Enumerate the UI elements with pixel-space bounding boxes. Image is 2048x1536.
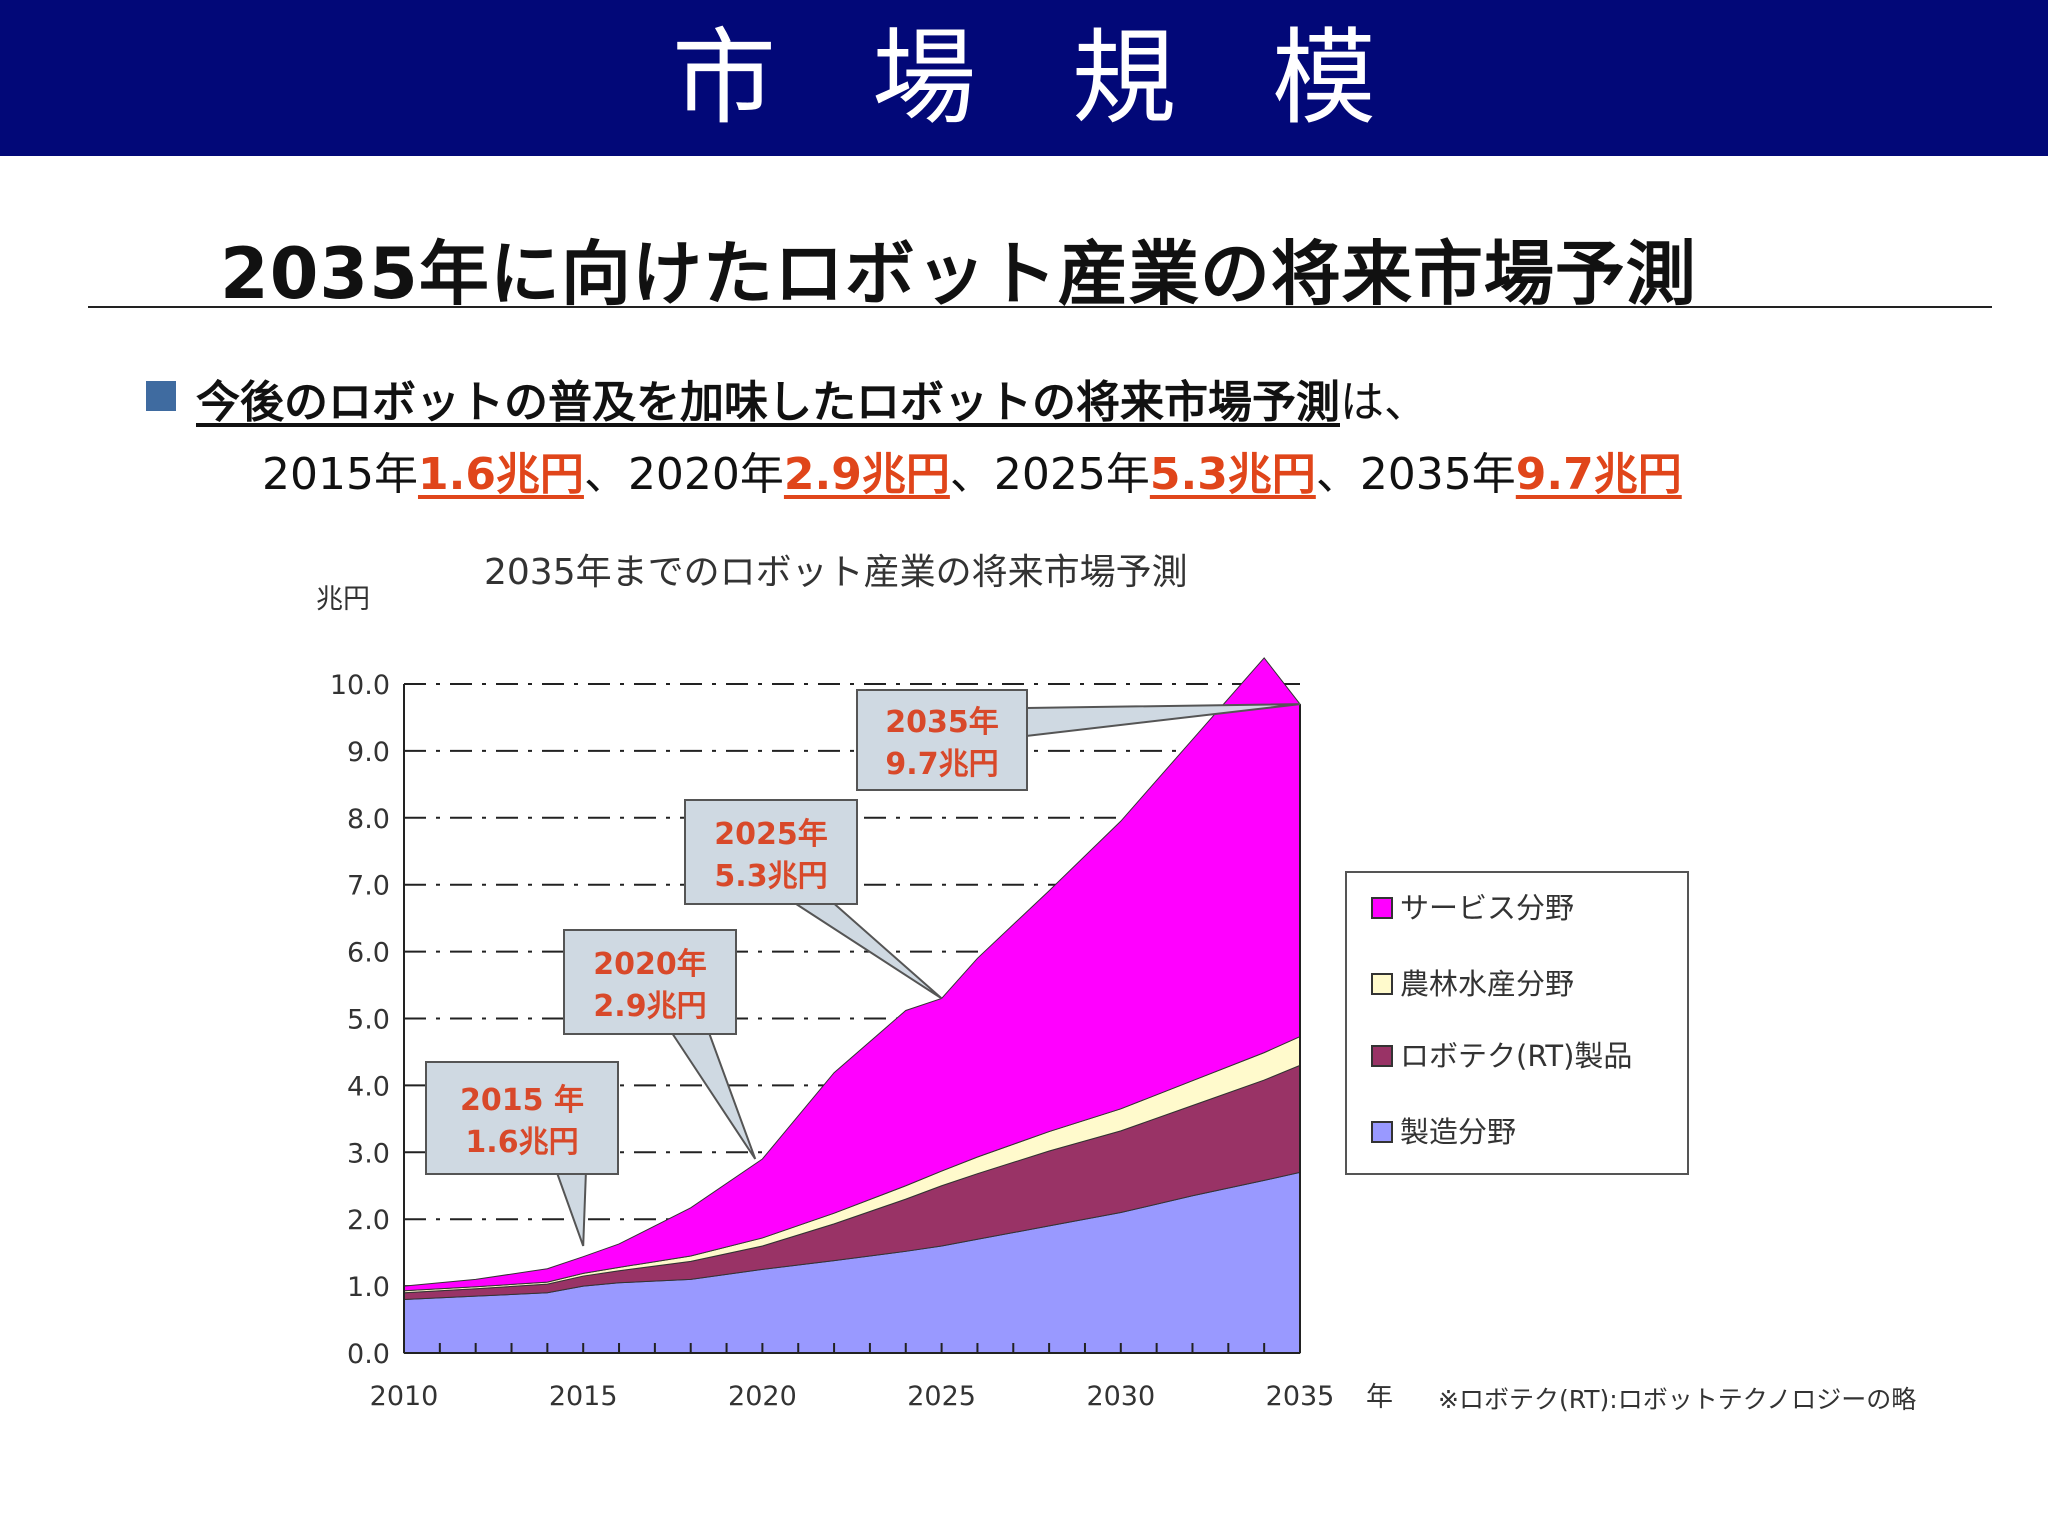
callout-2019.8: 2020年 2.9兆円 — [563, 929, 757, 1160]
axis-layer: 0.0 1.0 2.0 3.0 4.0 5.0 6.0 7.0 8.0 9.0 10.0 2010 20… — [330, 670, 1334, 1412]
callout-box — [563, 929, 737, 1035]
bullet-line-1: 今後のロボットの普及を加味したロボットの将来市場予測は、 — [196, 366, 1428, 430]
legend-box — [1345, 871, 1689, 1175]
bullet-suffix: は、 — [1340, 377, 1428, 428]
x-tick-label: 2030 — [1086, 1381, 1155, 1412]
callout-2035: 2035年 9.7兆円 — [856, 689, 1301, 791]
bullet-underlined-text: 今後のロボットの普及を加味したロボットの将来市場予測 — [196, 377, 1340, 428]
callout-line1: 2035年 — [885, 705, 999, 740]
y-tick-label: 9.0 — [347, 737, 390, 768]
x-tick-label: 2015 — [549, 1381, 618, 1412]
callout-line2: 5.3兆円 — [714, 859, 827, 894]
page-title: 市場規模 — [671, 17, 1472, 139]
legend-swatch-agri — [1371, 973, 1393, 995]
bullet-line-2: 2015年1.6兆円、2020年2.9兆円、2025年5.3兆円、2035年9.… — [262, 438, 1682, 502]
x-tick-label: 2025 — [907, 1381, 976, 1412]
legend-swatch-manufacturing — [1371, 1121, 1393, 1143]
y-axis-unit-label: 兆円 — [316, 584, 370, 615]
callout-box — [684, 799, 858, 905]
forecast-year-2020: 2020年 — [627, 449, 784, 500]
callout-pointer — [786, 899, 943, 1000]
y-tick-label: 1.0 — [347, 1272, 390, 1303]
forecast-sep: 、 — [583, 449, 628, 500]
y-tick-label: 3.0 — [347, 1138, 390, 1169]
legend-label-service: サービス分野 — [1400, 891, 1574, 925]
callout-2015: 2015 年 1.6兆円 — [425, 1061, 619, 1247]
y-tick-label: 2.0 — [347, 1205, 390, 1236]
legend-label-rt: ロボテク(RT)製品 — [1400, 1039, 1632, 1073]
legend-label-manufacturing: 製造分野 — [1400, 1115, 1516, 1149]
header-bar: 市場規模 — [0, 0, 2048, 156]
y-tick-label: 7.0 — [347, 871, 390, 902]
y-tick-label: 0.0 — [347, 1339, 390, 1370]
y-tick-label: 8.0 — [347, 804, 390, 835]
slide-subtitle: 2035年に向けたロボット産業の将来市場予測 — [220, 233, 1697, 315]
y-tick-label: 6.0 — [347, 938, 390, 969]
callout-line2: 1.6兆円 — [465, 1125, 578, 1160]
callout-pointer — [554, 1169, 588, 1247]
callout-line2: 2.9兆円 — [593, 989, 706, 1024]
forecast-year-2035: 2035年 — [1359, 449, 1516, 500]
area-layer — [403, 657, 1301, 1354]
forecast-value-2015: 1.6兆円 — [417, 449, 584, 500]
x-tick-label: 2035 — [1266, 1381, 1335, 1412]
legend-label-agri: 農林水産分野 — [1400, 967, 1574, 1001]
callout-line1: 2015 年 — [460, 1083, 584, 1118]
x-tick-label: 2010 — [370, 1381, 439, 1412]
x-tick-label: 2020 — [728, 1381, 797, 1412]
footnote: ※ロボテク(RT):ロボットテクノロジーの略 — [1438, 1385, 1916, 1414]
forecast-value-2025: 5.3兆円 — [1149, 449, 1316, 500]
forecast-value-2020: 2.9兆円 — [783, 449, 950, 500]
forecast-sep: 、 — [949, 449, 994, 500]
chart-title: 2035年までのロボット産業の将来市場予測 — [484, 552, 1188, 593]
callout-box — [425, 1061, 619, 1175]
callout-box — [856, 689, 1028, 791]
x-axis-unit-label: 年 — [1366, 1382, 1393, 1413]
y-tick-label: 10.0 — [330, 670, 390, 701]
callout-line1: 2025年 — [714, 817, 828, 852]
forecast-year-2015: 2015年 — [262, 449, 418, 500]
callouts: 2015 年 1.6兆円 2020年 2.9兆円 2025年 5.3兆円 2035年 9.7兆… — [425, 689, 1301, 1247]
forecast-value-2035: 9.7兆円 — [1515, 449, 1682, 500]
subtitle-underline-rule — [88, 306, 1992, 308]
callout-line1: 2020年 — [593, 947, 707, 982]
y-tick-label: 5.0 — [347, 1005, 390, 1036]
callout-2025: 2025年 5.3兆円 — [684, 799, 943, 1000]
callout-pointer — [668, 1029, 757, 1160]
legend-swatch-rt — [1371, 1045, 1393, 1067]
y-tick-label: 4.0 — [347, 1071, 390, 1102]
callout-line2: 9.7兆円 — [885, 747, 998, 782]
legend-swatch-service — [1371, 897, 1393, 919]
forecast-sep: 、 — [1315, 449, 1360, 500]
bullet-square-icon — [146, 381, 176, 411]
forecast-year-2025: 2025年 — [993, 449, 1150, 500]
